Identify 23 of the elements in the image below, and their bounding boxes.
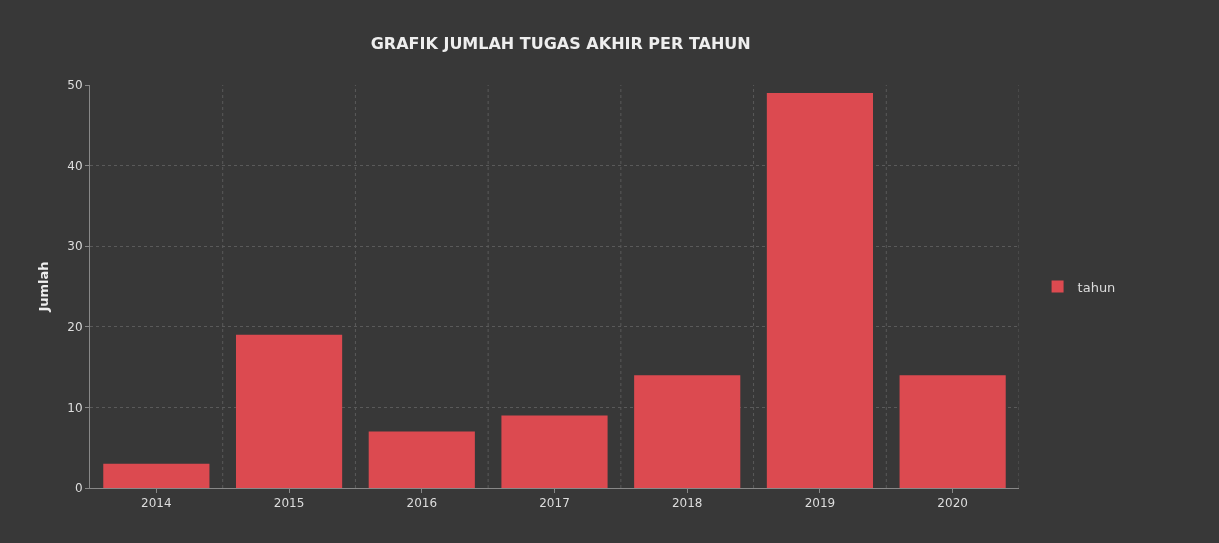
bar	[103, 463, 210, 488]
y-tick-label: 0	[74, 481, 83, 496]
bar	[766, 93, 874, 488]
y-axis-title: Jumlah	[36, 261, 52, 313]
y-tick-label: 30	[67, 239, 83, 254]
bar	[235, 334, 343, 488]
bar	[368, 431, 475, 488]
bar	[634, 375, 741, 488]
chart-title: GRAFIK JUMLAH TUGAS AKHIR PER TAHUN	[370, 34, 751, 54]
x-tick-label: 2017	[539, 496, 570, 511]
x-tick-label: 2014	[141, 496, 172, 511]
x-tick-label: 2019	[804, 496, 836, 511]
y-tick-label: 50	[67, 78, 83, 93]
legend-label: tahun	[1077, 279, 1116, 295]
y-tick-label: 40	[67, 158, 83, 173]
x-tick-label: 2015	[273, 496, 305, 511]
x-tick-label: 2016	[406, 496, 438, 511]
x-tick-label: 2020	[937, 496, 968, 511]
x-tick-label: 2018	[671, 496, 703, 511]
bar	[899, 375, 1006, 488]
y-tick-label: 10	[67, 400, 83, 415]
bar	[501, 415, 608, 488]
y-tick-label: 20	[67, 320, 83, 334]
